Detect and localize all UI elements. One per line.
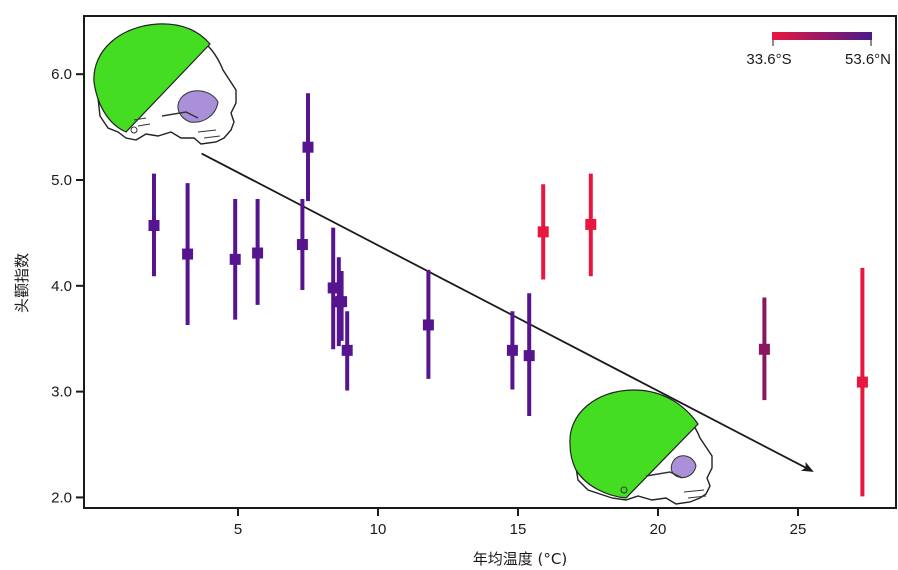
x-tick-label: 5	[234, 521, 242, 538]
axis-ticks: 5 10 15 20 25 2.0 3.0 4.0 5.0 6.0	[51, 66, 806, 538]
x-tick-label: 20	[650, 521, 667, 538]
skull-icon	[569, 389, 713, 505]
y-tick-label: 5.0	[51, 172, 72, 189]
skull-icon	[93, 23, 237, 145]
data-point	[182, 248, 194, 260]
data-point	[302, 141, 314, 153]
y-axis-title: 头颧指数	[13, 253, 31, 313]
x-tick-label: 10	[370, 521, 387, 538]
legend: 33.6°S 53.6°N	[746, 32, 891, 68]
data-point	[229, 253, 241, 265]
data-point	[523, 350, 535, 362]
data-point	[252, 247, 264, 259]
data-point	[148, 219, 160, 231]
data-point	[341, 344, 353, 356]
trend-arrow-layer	[201, 152, 814, 472]
x-tick-label: 25	[790, 521, 807, 538]
data-point	[327, 282, 339, 294]
y-tick-label: 3.0	[51, 384, 72, 401]
x-tick-label: 15	[510, 521, 527, 538]
y-tick-label: 4.0	[51, 278, 72, 295]
data-point	[506, 344, 518, 356]
data-point	[856, 376, 868, 388]
data-point	[336, 296, 348, 308]
data-points	[148, 93, 868, 497]
y-tick-label: 6.0	[51, 66, 72, 83]
legend-colorbar	[772, 32, 872, 40]
plot-area	[83, 15, 897, 509]
y-tick-label: 2.0	[51, 489, 72, 506]
data-point	[758, 343, 770, 355]
x-axis-title: 年均温度 (°C)	[473, 550, 567, 568]
data-point	[585, 218, 597, 230]
legend-min-label: 33.6°S	[746, 51, 791, 68]
trend-arrow	[201, 152, 814, 472]
data-point	[296, 239, 308, 251]
data-point	[537, 226, 549, 238]
legend-max-label: 53.6°N	[845, 51, 891, 68]
data-point	[422, 319, 434, 331]
